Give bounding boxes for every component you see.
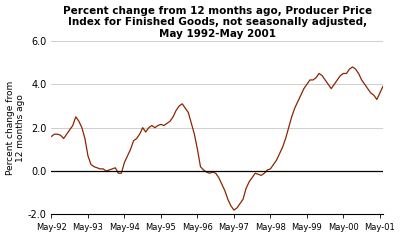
Y-axis label: Percent change from
12 months ago: Percent change from 12 months ago xyxy=(6,80,25,175)
Title: Percent change from 12 months ago, Producer Price
Index for Finished Goods, not : Percent change from 12 months ago, Produ… xyxy=(63,5,372,39)
